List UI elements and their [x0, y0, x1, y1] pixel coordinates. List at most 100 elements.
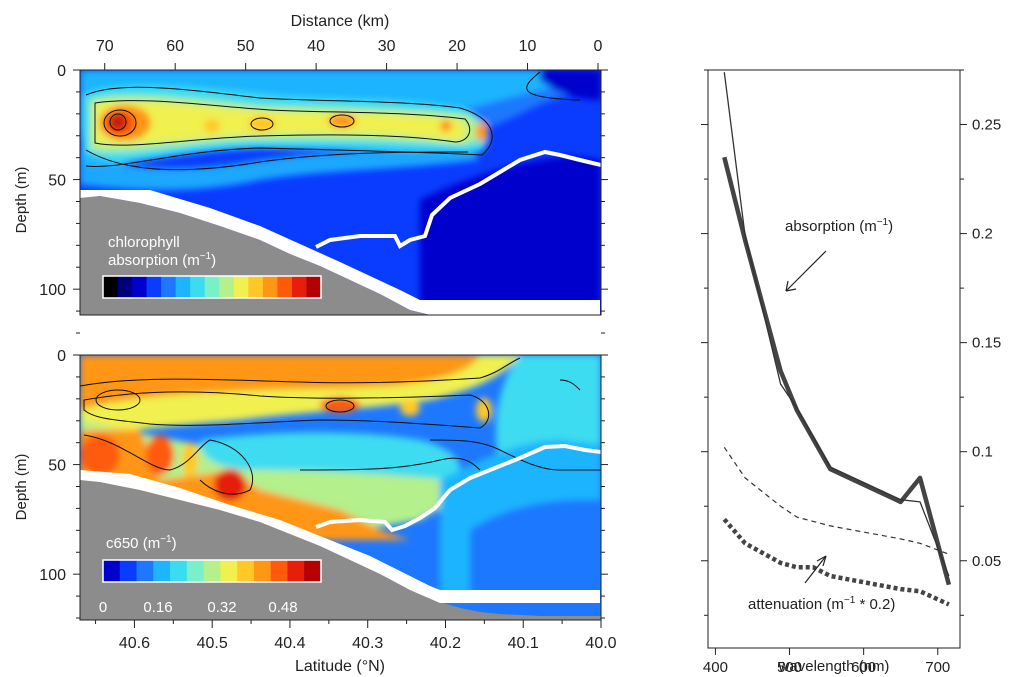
seafloor [80, 480, 601, 620]
depth-tick-label: 50 [48, 173, 66, 190]
colorbar-swatch [253, 560, 272, 582]
distance-tick-label: 20 [448, 38, 466, 55]
colorbar-tick-label: 0.01 [88, 314, 117, 331]
colorbar-swatch [270, 560, 288, 582]
colorbar-swatch [304, 560, 322, 582]
spectra-y-tick-label: 0.1 [972, 444, 993, 461]
colorbar-tick-label: 0.32 [207, 599, 236, 616]
wavelength-tick-label: 600 [851, 659, 876, 676]
wavelength-tick-label: 400 [703, 659, 728, 676]
chlorophyll-field [80, 70, 601, 315]
colorbar-tick-label: 0.04 [253, 314, 282, 331]
y-axis-label-top: Depth (m) [13, 167, 30, 234]
spectra-y-tick-label: 0.15 [972, 335, 1001, 352]
colorbar-tick-label: 0.48 [268, 599, 297, 616]
wavelength-tick-label: 500 [777, 659, 802, 676]
colorbar-swatch [175, 276, 191, 298]
colorbar-swatch [146, 276, 162, 298]
depth-tick-label: 50 [48, 458, 66, 475]
colorbar-swatch [103, 560, 121, 582]
chlorophyll-colorbar: 0.01 0.02 0.03 0.04 0.05 [88, 275, 336, 331]
x-axis-label-wavelength: wavelength (nm) [778, 658, 890, 675]
spectra-frame [707, 69, 961, 649]
top-axis-title: Distance (km) [291, 13, 390, 30]
spectra-y-tick-label: 0.2 [972, 226, 993, 243]
colorbar-swatch [136, 560, 154, 582]
c650-panel: 0 50 100 40.6 40.5 40.4 40.3 40.2 40.1 40.0 Dept… [13, 348, 617, 675]
colorbar-swatch [233, 276, 249, 298]
colorbar-swatch [103, 276, 119, 298]
colorbar-swatch [306, 276, 322, 298]
chlorophyll-label-line2: absorption (m−1) [108, 251, 216, 269]
colorbar-swatch [117, 276, 133, 298]
colorbar-tick-label: 0.02 [143, 314, 172, 331]
colorbar-swatch [277, 276, 293, 298]
latitude-ticks: 40.6 40.5 40.4 40.3 40.2 40.1 40.0 [95, 620, 617, 652]
spectra-y-tick-label: 0.25 [972, 117, 1001, 134]
spectra-y-tick-label: 0.05 [972, 553, 1001, 570]
c650-field [80, 355, 601, 620]
spectrum-line-thick-dotted [722, 517, 950, 607]
colorbar-swatch [186, 560, 205, 582]
colorbar-tick-label: 0.03 [198, 314, 227, 331]
spectrum-line-thin-dashed [723, 446, 950, 555]
spectrum-line-thin [723, 72, 950, 577]
distance-tick-label: 30 [378, 38, 396, 55]
absorption-arrow [785, 250, 827, 292]
colorbar-swatch [220, 560, 238, 582]
colorbar-swatch [170, 560, 188, 582]
colorbar-frame [102, 275, 322, 299]
distance-tick-label: 70 [96, 38, 114, 55]
depth-tick-label: 100 [39, 567, 66, 584]
c650-label: c650 (m−1) [106, 534, 177, 552]
colorbar-swatch [248, 276, 264, 298]
colorbar-frame [102, 559, 322, 583]
distance-tick-label: 50 [237, 38, 255, 55]
absorption-annotation: absorption (m−1) [785, 217, 893, 235]
colorbar-swatch [190, 276, 206, 298]
latitude-tick-label: 40.0 [585, 635, 616, 652]
latitude-tick-label: 40.6 [119, 635, 150, 652]
attenuation-annotation: attenuation (m−1 * 0.2) [748, 595, 895, 613]
latitude-tick-label: 40.1 [508, 635, 539, 652]
colorbar-swatch [161, 276, 177, 298]
colorbar-swatch [219, 276, 235, 298]
latitude-tick-label: 40.5 [197, 635, 228, 652]
colorbar-tick-label: 0.16 [143, 599, 172, 616]
depth-tick-label: 0 [57, 63, 66, 80]
colorbar-swatch [262, 276, 278, 298]
spectra-panel: 400 500 600 700 0.05 0.1 0.15 0.2 0.25 waveleng… [701, 69, 1001, 676]
front-line-top [315, 149, 601, 249]
y-ticks-bottom: 0 50 100 [39, 348, 608, 619]
latitude-tick-label: 40.2 [430, 635, 461, 652]
distance-tick-label: 0 [594, 38, 603, 55]
colorbar-swatch [237, 560, 255, 582]
x-axis-label-latitude: Latitude (°N) [295, 658, 385, 675]
colorbar-swatch [119, 560, 138, 582]
depth-tick-label: 100 [39, 282, 66, 299]
colorbar-swatch [291, 276, 307, 298]
colorbar-tick-label: 0.05 [306, 314, 335, 331]
latitude-tick-label: 40.3 [352, 635, 383, 652]
spectra-y-ticks: 0.05 0.1 0.15 0.2 0.25 [701, 69, 1001, 616]
front-line-bottom [315, 443, 601, 533]
y-ticks-top: 0 50 100 [39, 63, 608, 334]
chlorophyll-label-line1: chlorophyll [108, 234, 180, 251]
distance-tick-label: 10 [519, 38, 537, 55]
colorbar-tick-label: 0 [99, 599, 107, 616]
distance-tick-label: 60 [166, 38, 184, 55]
c650-frame [79, 354, 602, 621]
colorbar-swatch [132, 276, 148, 298]
top-axis-ticks: 70 60 50 40 30 20 10 0 [96, 38, 603, 70]
y-axis-label-bottom: Depth (m) [13, 454, 30, 521]
colorbar-swatch [287, 560, 305, 582]
spectra-series [722, 72, 952, 607]
distance-tick-label: 40 [307, 38, 325, 55]
colorbar-swatch [204, 276, 220, 298]
c650-colorbar: 0 0.16 0.32 0.48 [99, 559, 322, 616]
wavelength-ticks: 400 500 600 700 [703, 648, 950, 676]
chlorophyll-frame [79, 69, 602, 316]
latitude-tick-label: 40.4 [274, 635, 305, 652]
chlorophyll-panel: Distance (km) 70 60 50 40 30 20 10 0 [13, 13, 608, 334]
